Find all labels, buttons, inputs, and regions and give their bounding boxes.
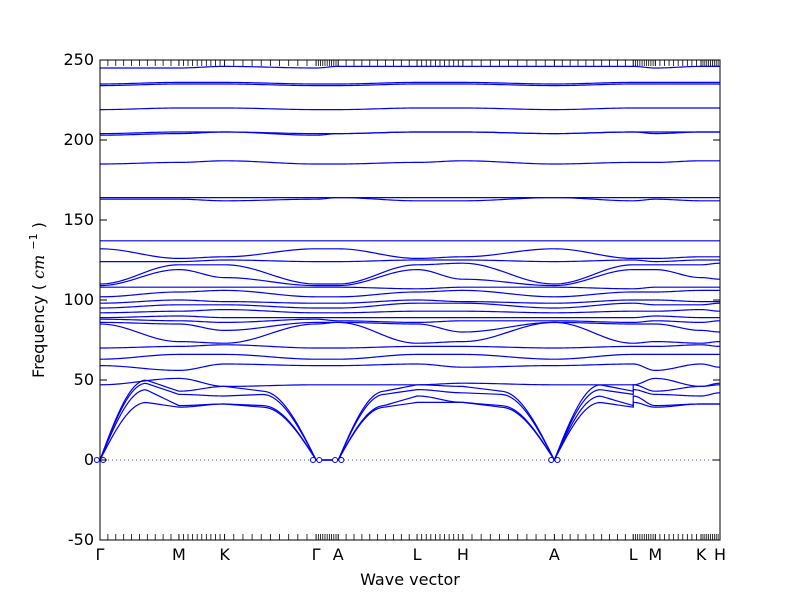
band-line xyxy=(100,65,720,69)
band-line xyxy=(100,353,720,360)
zero-point-marker xyxy=(93,457,100,463)
band-line xyxy=(100,302,720,309)
y-tick-label: 250 xyxy=(63,50,94,69)
x-tick-label: Γ xyxy=(312,545,321,564)
x-tick-label: L xyxy=(413,545,422,564)
zero-point-marker xyxy=(548,457,555,463)
y-axis-ticks: -50 0 50 100 150 200 250 xyxy=(63,50,720,549)
x-tick-label: M xyxy=(172,545,186,564)
y-tick-label: 100 xyxy=(63,290,94,309)
acoustic-branch xyxy=(100,389,720,462)
band-line xyxy=(100,259,720,263)
y-tick-label: 0 xyxy=(84,450,94,469)
band-line xyxy=(100,321,720,333)
x-tick-label: L xyxy=(629,545,638,564)
x-tick-label: H xyxy=(714,545,726,564)
band-line xyxy=(100,286,720,290)
y-axis-title-unit: cm xyxy=(29,255,48,279)
band-line xyxy=(100,196,720,202)
band-line xyxy=(100,321,720,344)
gamma-point-markers xyxy=(93,457,561,463)
band-line xyxy=(100,268,720,287)
zero-point-marker xyxy=(338,457,345,463)
band-line xyxy=(100,131,720,135)
band-line xyxy=(100,377,720,388)
band-line xyxy=(100,308,720,314)
acoustic-branch xyxy=(100,379,720,462)
y-axis-title-unit-exponent: −1 xyxy=(27,233,40,249)
y-axis-title-open-paren: ( xyxy=(29,284,48,290)
x-tick-label: A xyxy=(549,545,560,564)
zero-point-marker xyxy=(554,457,561,463)
band-line xyxy=(100,107,720,111)
y-axis-title: Frequency ( cm −1 ) xyxy=(22,222,48,378)
y-tick-label: 50 xyxy=(74,370,94,389)
x-axis-title: Wave vector xyxy=(360,570,460,589)
x-tick-label: M xyxy=(648,545,662,564)
phonon-bands xyxy=(100,65,720,462)
x-tick-label: K xyxy=(219,545,230,564)
y-axis-title-text: Frequency xyxy=(29,295,48,378)
band-line xyxy=(100,83,720,87)
zero-point-marker xyxy=(316,457,323,463)
acoustic-branch xyxy=(100,382,720,462)
x-tick-label: K xyxy=(696,545,707,564)
x-tick-label: Γ xyxy=(96,545,105,564)
zero-point-marker xyxy=(332,457,339,463)
zero-point-marker xyxy=(309,457,316,463)
x-tick-label: H xyxy=(457,545,469,564)
x-tick-label: A xyxy=(333,545,344,564)
y-axis-title-close-paren: ) xyxy=(29,222,48,228)
band-line xyxy=(100,315,720,319)
band-line xyxy=(100,160,720,165)
y-tick-label: -50 xyxy=(68,530,94,549)
band-line xyxy=(100,81,720,85)
band-line xyxy=(100,344,720,349)
y-tick-label: 150 xyxy=(63,210,94,229)
band-line xyxy=(100,363,720,372)
band-line xyxy=(100,262,720,285)
y-tick-label: 200 xyxy=(63,130,94,149)
band-line xyxy=(100,289,720,298)
band-line xyxy=(100,248,720,260)
band-line xyxy=(100,318,720,324)
band-line xyxy=(100,299,720,304)
